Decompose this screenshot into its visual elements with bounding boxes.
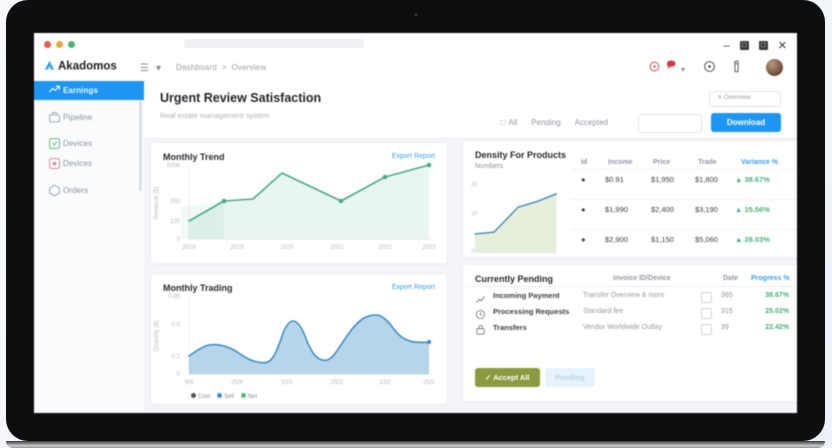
svg-text:10/1: 10/1 [281,380,293,386]
svg-text:0: 0 [177,372,181,378]
svg-text:10: 10 [471,211,477,217]
svg-text:25/1: 25/1 [331,380,343,386]
svg-text:2019: 2019 [230,245,244,251]
svg-text:10/2: 10/2 [379,380,391,386]
svg-text:0: 0 [471,249,474,255]
svg-text:2020: 2020 [280,245,294,251]
svg-text:0.85: 0.85 [168,294,180,300]
svg-text:2022: 2022 [378,245,392,251]
svg-text:125: 125 [170,219,181,225]
svg-text:0.2: 0.2 [172,354,181,360]
svg-text:25: 25 [471,182,477,188]
svg-text:0.5: 0.5 [172,322,181,328]
svg-text:250: 250 [170,199,181,205]
svg-text:500k: 500k [167,163,181,169]
svg-text:2023: 2023 [422,245,436,251]
svg-text:2018: 2018 [182,245,196,251]
svg-text:2021: 2021 [330,245,344,251]
svg-text:25/9: 25/9 [231,380,243,386]
svg-text:9/9: 9/9 [185,380,194,386]
svg-text:25/2: 25/2 [423,380,435,386]
svg-text:0: 0 [177,237,181,243]
